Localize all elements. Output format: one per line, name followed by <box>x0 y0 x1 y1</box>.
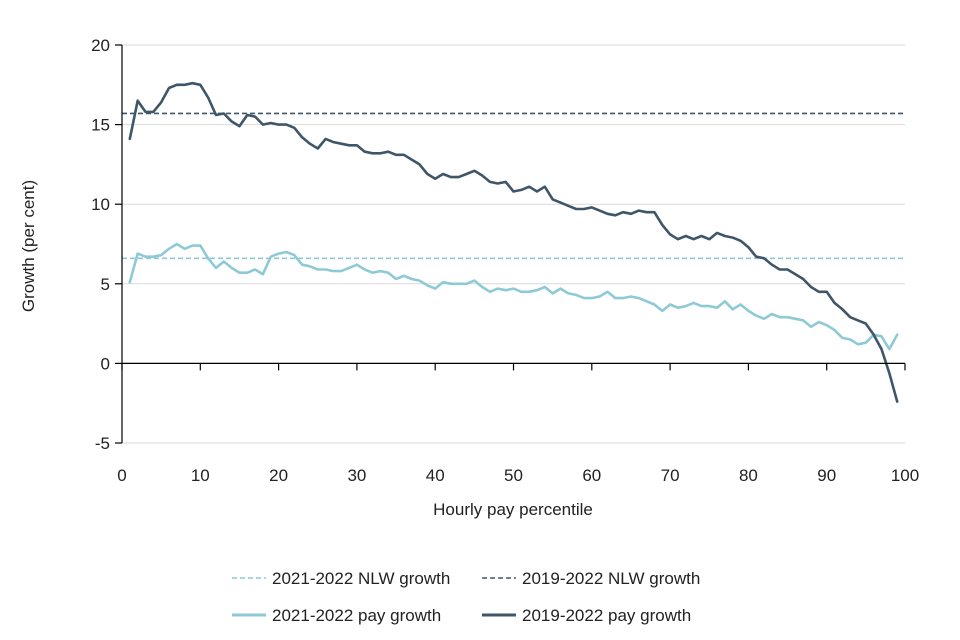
legend: 2021-2022 NLW growth 2019-2022 NLW growth… <box>232 569 700 625</box>
y-axis-title: Growth (per cent) <box>19 180 38 312</box>
x-tick-label-80: 80 <box>739 466 758 485</box>
legend-label-nlw-2019-2022: 2019-2022 NLW growth <box>522 569 700 588</box>
legend-label-pay-2019-2022: 2019-2022 pay growth <box>522 606 691 625</box>
axes <box>115 44 906 444</box>
gridlines <box>122 44 905 444</box>
x-tick-label-50: 50 <box>504 466 523 485</box>
x-tick-label-90: 90 <box>817 466 836 485</box>
y-tick-label-5: 5 <box>101 275 110 294</box>
x-tick-label-20: 20 <box>269 466 288 485</box>
series-line-pay-2019-2022 <box>128 81 899 403</box>
series-line-pay-2021-2022 <box>128 242 899 351</box>
x-axis-title: Hourly pay percentile <box>433 500 593 519</box>
x-tick-labels: 0 10 20 30 40 50 60 70 80 90 100 <box>117 466 919 485</box>
x-tick-label-70: 70 <box>661 466 680 485</box>
x-tick-label-0: 0 <box>117 466 126 485</box>
x-tick-label-30: 30 <box>347 466 366 485</box>
y-tick-label-0: 0 <box>101 354 110 373</box>
x-tick-label-40: 40 <box>426 466 445 485</box>
reference-lines <box>122 112 905 260</box>
y-tick-label--5: -5 <box>95 434 110 453</box>
x-tick-label-100: 100 <box>891 466 919 485</box>
legend-label-pay-2021-2022: 2021-2022 pay growth <box>272 606 441 625</box>
y-tick-label-20: 20 <box>91 36 110 55</box>
legend-label-nlw-2021-2022: 2021-2022 NLW growth <box>272 569 450 588</box>
y-tick-labels: -5 0 5 10 15 20 <box>91 36 110 453</box>
y-tick-label-10: 10 <box>91 195 110 214</box>
series-lines <box>128 81 899 403</box>
x-tick-label-60: 60 <box>582 466 601 485</box>
y-tick-label-15: 15 <box>91 116 110 135</box>
x-tick-label-10: 10 <box>191 466 210 485</box>
